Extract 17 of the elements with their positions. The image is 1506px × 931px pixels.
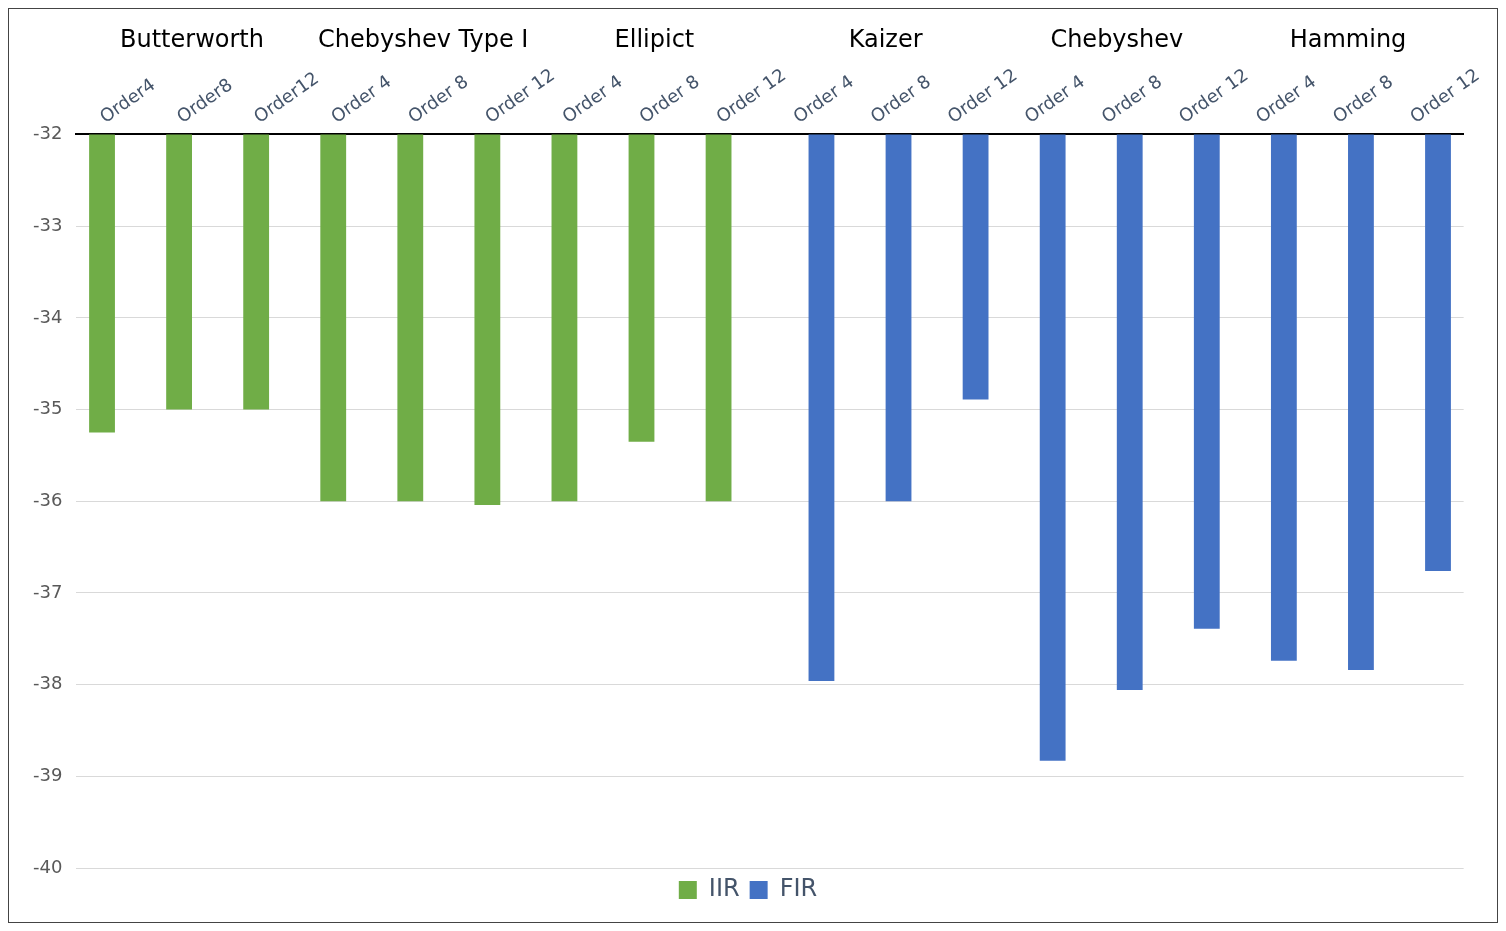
text: Chebyshev — [1050, 25, 1184, 54]
text: Kaizer — [848, 25, 923, 54]
text: Chebyshev Type I — [318, 25, 529, 54]
y-tick-label: -35 — [32, 397, 63, 419]
y-tick-label: -32 — [32, 122, 63, 144]
text: Butterworth — [120, 25, 264, 54]
y-tick-label: -40 — [32, 855, 63, 877]
text: Hamming — [1289, 25, 1407, 54]
y-tick-label: -39 — [32, 763, 63, 785]
y-tick-label: -38 — [32, 672, 63, 694]
legend-label: IIR — [708, 874, 740, 903]
y-tick-label: -37 — [32, 580, 63, 602]
legend-label: FIR — [779, 874, 818, 903]
text: Ellipict — [614, 25, 695, 54]
y-tick-label: -36 — [32, 488, 63, 510]
y-tick-label: -34 — [32, 305, 63, 327]
y-tick-label: -33 — [32, 213, 63, 235]
